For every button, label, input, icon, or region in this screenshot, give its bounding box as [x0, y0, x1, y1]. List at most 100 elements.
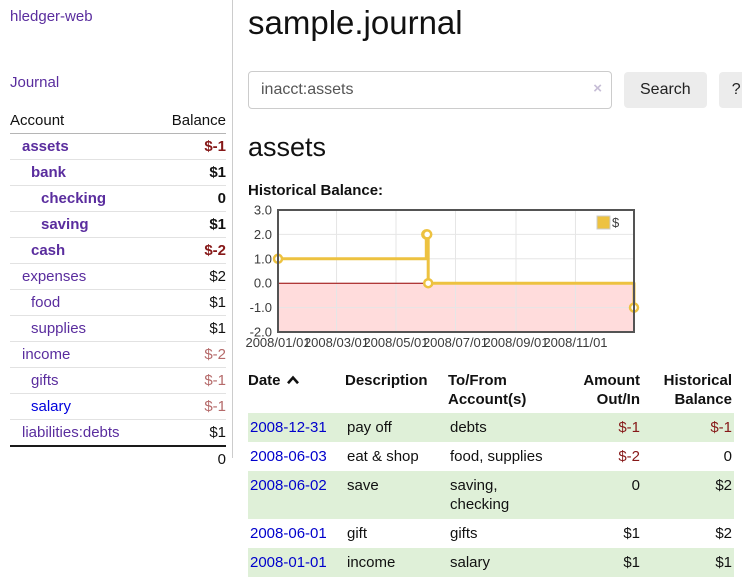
- col-header-date[interactable]: Date: [248, 369, 345, 413]
- accounts-total-value: 0: [154, 445, 226, 472]
- transaction-date-link[interactable]: 2008-01-01: [250, 554, 327, 571]
- register-amount-cell: 0: [631, 477, 640, 494]
- search-form: × Search ?: [248, 71, 742, 109]
- register-table: Date Description To/From Account(s) Amou…: [248, 369, 734, 577]
- svg-text:2008/07/01: 2008/07/01: [423, 335, 488, 350]
- register-accounts-cell: salary: [450, 554, 491, 571]
- register-date-cell: 2008-06-01: [248, 519, 345, 548]
- svg-text:2.0: 2.0: [254, 227, 272, 242]
- account-row: checking 0: [10, 185, 226, 212]
- svg-text:1.0: 1.0: [254, 251, 272, 266]
- sidebar-item-journal[interactable]: Journal: [10, 74, 60, 91]
- account-link[interactable]: expenses: [22, 268, 87, 285]
- svg-text:2008/05/01: 2008/05/01: [363, 335, 428, 350]
- accounts-header-balance: Balance: [154, 112, 226, 134]
- account-link[interactable]: cash: [31, 242, 66, 259]
- account-row: saving $1: [10, 211, 226, 238]
- transaction-date-link[interactable]: 2008-06-01: [250, 525, 327, 542]
- register-header-row: Date Description To/From Account(s) Amou…: [248, 369, 734, 413]
- account-balance: 0: [154, 185, 226, 212]
- svg-text:2008/09/01: 2008/09/01: [483, 335, 548, 350]
- app-title: hledger-web: [10, 8, 226, 25]
- col-header-description: Description: [345, 372, 428, 389]
- register-description-cell: gift: [347, 525, 368, 542]
- account-row: supplies $1: [10, 315, 226, 342]
- sidebar: hledger-web Journal Account Balance asse…: [0, 0, 233, 472]
- register-date-cell: 2008-06-03: [248, 442, 345, 471]
- search-button[interactable]: Search: [624, 72, 707, 108]
- account-balance: $1: [154, 419, 226, 447]
- register-row: 2008-06-03 eat & shop food, supplies $-2 0: [248, 442, 734, 471]
- account-balance: $1: [154, 315, 226, 342]
- account-link[interactable]: salary: [31, 398, 72, 415]
- account-row: expenses $2: [10, 263, 226, 290]
- col-header-amount: Amount Out/In: [583, 372, 640, 408]
- register-balance-cell: $1: [715, 554, 732, 571]
- register-description-cell: save: [347, 477, 379, 494]
- search-help-button[interactable]: ?: [718, 72, 742, 108]
- svg-text:$: $: [612, 215, 620, 230]
- sort-ascending-icon: [286, 375, 299, 385]
- transaction-date-link[interactable]: 2008-12-31: [250, 419, 327, 436]
- clear-search-icon[interactable]: ×: [593, 80, 602, 97]
- account-row: gifts $-1: [10, 367, 226, 394]
- account-row: salary $-1: [10, 393, 226, 420]
- account-balance: $1: [154, 211, 226, 238]
- register-row: 2008-12-31 pay off debts $-1 $-1: [248, 413, 734, 442]
- svg-text:-2.0: -2.0: [250, 325, 272, 340]
- account-link[interactable]: food: [31, 294, 61, 311]
- transaction-date-link[interactable]: 2008-06-02: [250, 477, 327, 494]
- register-description-cell: pay off: [347, 419, 392, 436]
- register-date-cell: 2008-01-01: [248, 548, 345, 577]
- register-row: 2008-06-01 gift gifts $1 $2: [248, 519, 734, 548]
- register-accounts-cell: debts: [450, 419, 487, 436]
- sidebar-nav: Journal: [10, 74, 226, 91]
- register-amount-cell: $-2: [618, 448, 640, 465]
- page-title: sample.journal: [248, 4, 463, 41]
- col-header-balance: Historical Balance: [663, 372, 732, 408]
- svg-text:2008/03/01: 2008/03/01: [304, 335, 369, 350]
- account-balance: $2: [154, 263, 226, 290]
- register-balance-cell: $2: [715, 477, 732, 494]
- balance-chart: 3.0 2.0 1.0 0.0 -1.0 -2.0 2008/01/01 2008/03/01…: [245, 203, 742, 354]
- svg-text:-1.0: -1.0: [250, 300, 272, 315]
- account-row: liabilities:debts $1: [10, 419, 226, 447]
- register-balance-cell: $2: [715, 525, 732, 542]
- register-balance-cell: $-1: [710, 419, 732, 436]
- accounts-table: Account Balance assets $-1 bank $1 checking 0…: [10, 112, 226, 472]
- account-row: income $-2: [10, 341, 226, 368]
- account-link[interactable]: gifts: [31, 372, 59, 389]
- account-link[interactable]: checking: [41, 190, 107, 207]
- account-link[interactable]: income: [22, 346, 71, 363]
- app-title-link[interactable]: hledger-web: [10, 8, 93, 25]
- accounts-total-row: 0: [10, 445, 226, 472]
- register-row: 2008-06-02 save saving, checking 0 $2: [248, 471, 734, 519]
- accounts-header-account: Account: [10, 112, 155, 134]
- account-balance: $-2: [154, 341, 226, 368]
- chart-label: Historical Balance:: [248, 182, 384, 199]
- search-box: ×: [248, 71, 612, 109]
- account-balance: $1: [154, 289, 226, 316]
- register-amount-cell: $-1: [618, 419, 640, 436]
- register-description-cell: eat & shop: [347, 448, 419, 465]
- account-balance: $-1: [154, 367, 226, 394]
- register-date-cell: 2008-12-31: [248, 413, 345, 442]
- col-header-accounts: To/From Account(s): [448, 372, 527, 408]
- search-input[interactable]: [248, 71, 612, 109]
- account-link[interactable]: saving: [41, 216, 89, 233]
- account-link[interactable]: bank: [31, 164, 67, 181]
- account-row: cash $-2: [10, 237, 226, 264]
- transaction-date-link[interactable]: 2008-06-03: [250, 448, 327, 465]
- account-link[interactable]: assets: [22, 138, 69, 155]
- register-accounts-cell: food, supplies: [450, 448, 543, 465]
- balance-chart-svg: 3.0 2.0 1.0 0.0 -1.0 -2.02008/01/012008/03/01…: [245, 203, 640, 350]
- account-row: bank $1: [10, 159, 226, 186]
- account-balance: $-1: [154, 393, 226, 420]
- account-link[interactable]: liabilities:debts: [22, 424, 120, 441]
- svg-text:3.0: 3.0: [254, 203, 272, 218]
- main-content: sample.journal × Search ? assets Histori…: [233, 0, 742, 577]
- account-link[interactable]: supplies: [31, 320, 87, 337]
- account-balance: $-2: [154, 237, 226, 264]
- register-amount-cell: $1: [623, 554, 640, 571]
